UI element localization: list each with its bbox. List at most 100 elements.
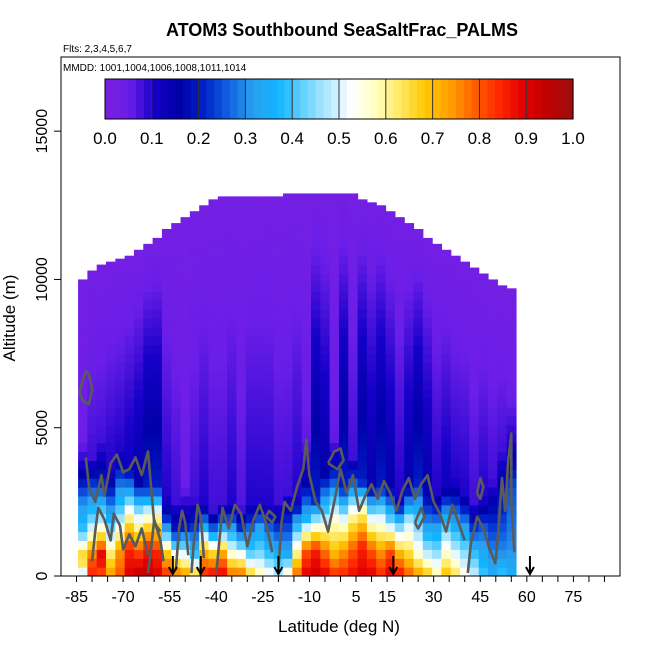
heatmap-cell [432,362,443,372]
heatmap-cell [422,255,433,266]
heatmap-cell [124,487,135,497]
heatmap-cell [320,540,331,550]
heatmap-cell [394,237,405,248]
heatmap-cell [217,220,228,230]
heatmap-cell [348,317,359,328]
heatmap-cell [124,460,135,470]
heatmap-cell [376,371,387,381]
heatmap-cell [413,255,424,266]
heatmap-cell [189,309,200,319]
heatmap-cell [338,380,349,390]
heatmap-cell [245,567,256,577]
heatmap-cell [115,478,126,488]
heatmap-cell [227,309,238,319]
heatmap-cell [310,504,321,515]
heatmap-cell [413,264,424,275]
heatmap-cell [124,264,135,275]
heatmap-cell [441,326,452,337]
heatmap-cell [488,371,498,381]
heatmap-cell [404,406,415,417]
heatmap-cell [469,558,480,568]
heatmap-cell [450,415,461,426]
heatmap-cell [478,540,489,550]
heatmap-cell [329,460,340,470]
heatmap-cell [450,442,461,453]
heatmap-cell [506,558,517,568]
colorbar-tick-label: 0.2 [187,129,211,148]
heatmap-cell [338,344,349,355]
heatmap-cell [283,317,293,328]
heatmap-cell [255,406,266,417]
heatmap-cell [217,540,228,550]
heatmap-cell [180,380,191,390]
colorbar-swatch [487,79,496,119]
heatmap-cell [283,282,293,292]
heatmap-cell [292,326,303,337]
heatmap-cell [348,513,359,524]
heatmap-cell [283,264,293,275]
heatmap-cell [189,549,200,559]
heatmap-cell [208,469,219,479]
heatmap-cell [422,433,433,444]
heatmap-cell [488,344,498,355]
heatmap-cell [366,353,377,364]
heatmap-cell [264,273,275,283]
heatmap-cell [376,398,387,408]
heatmap-cell [422,317,433,328]
heatmap-cell [385,442,396,453]
heatmap-cell [469,380,480,390]
heatmap-cell [394,398,405,408]
heatmap-cell [357,362,368,372]
heatmap-cell [376,291,387,301]
heatmap-cell [376,335,387,346]
heatmap-cell [338,469,349,479]
heatmap-cell [394,424,405,435]
heatmap-cell [264,460,275,470]
heatmap-cell [227,540,238,550]
heatmap-cell [506,398,517,408]
heatmap-cell [404,273,415,283]
heatmap-cell [236,344,247,355]
heatmap-cell [143,317,154,328]
heatmap-cell [217,273,228,283]
heatmap-cell [338,495,349,506]
heatmap-cell [124,495,135,506]
heatmap-cell [264,380,275,390]
heatmap-cell [283,495,293,506]
heatmap-cell [450,406,461,417]
heatmap-cell [357,558,368,568]
heatmap-cell [366,264,377,275]
heatmap-cell [208,317,219,328]
heatmap-cell [133,558,144,568]
heatmap-cell [180,469,191,479]
heatmap-cell [320,344,331,355]
heatmap-cell [432,495,443,506]
heatmap-cell [329,469,340,479]
heatmap-cell [469,371,480,381]
heatmap-cell [469,442,480,453]
heatmap-cell [357,273,368,283]
heatmap-cell [264,469,275,479]
heatmap-cell [273,237,284,248]
heatmap-cell [227,478,238,488]
heatmap-cell [366,229,377,239]
heatmap-cell [124,558,135,568]
heatmap-cell [441,317,452,328]
heatmap-cell [227,255,238,266]
heatmap-cell [478,442,489,453]
heatmap-cell [450,273,461,283]
heatmap-cell [283,433,293,444]
heatmap-cell [236,246,247,257]
heatmap-cell [469,362,480,372]
heatmap-cell [78,362,88,372]
heatmap-cell [115,469,126,479]
heatmap-cell [171,309,182,319]
heatmap-cell [208,513,219,524]
heatmap-cell [376,205,387,212]
heatmap-cell [87,300,98,310]
heatmap-cell [376,237,387,248]
heatmap-cell [394,300,405,310]
heatmap-cell [264,451,275,461]
heatmap-cell [357,513,368,524]
heatmap-cell [497,460,508,470]
